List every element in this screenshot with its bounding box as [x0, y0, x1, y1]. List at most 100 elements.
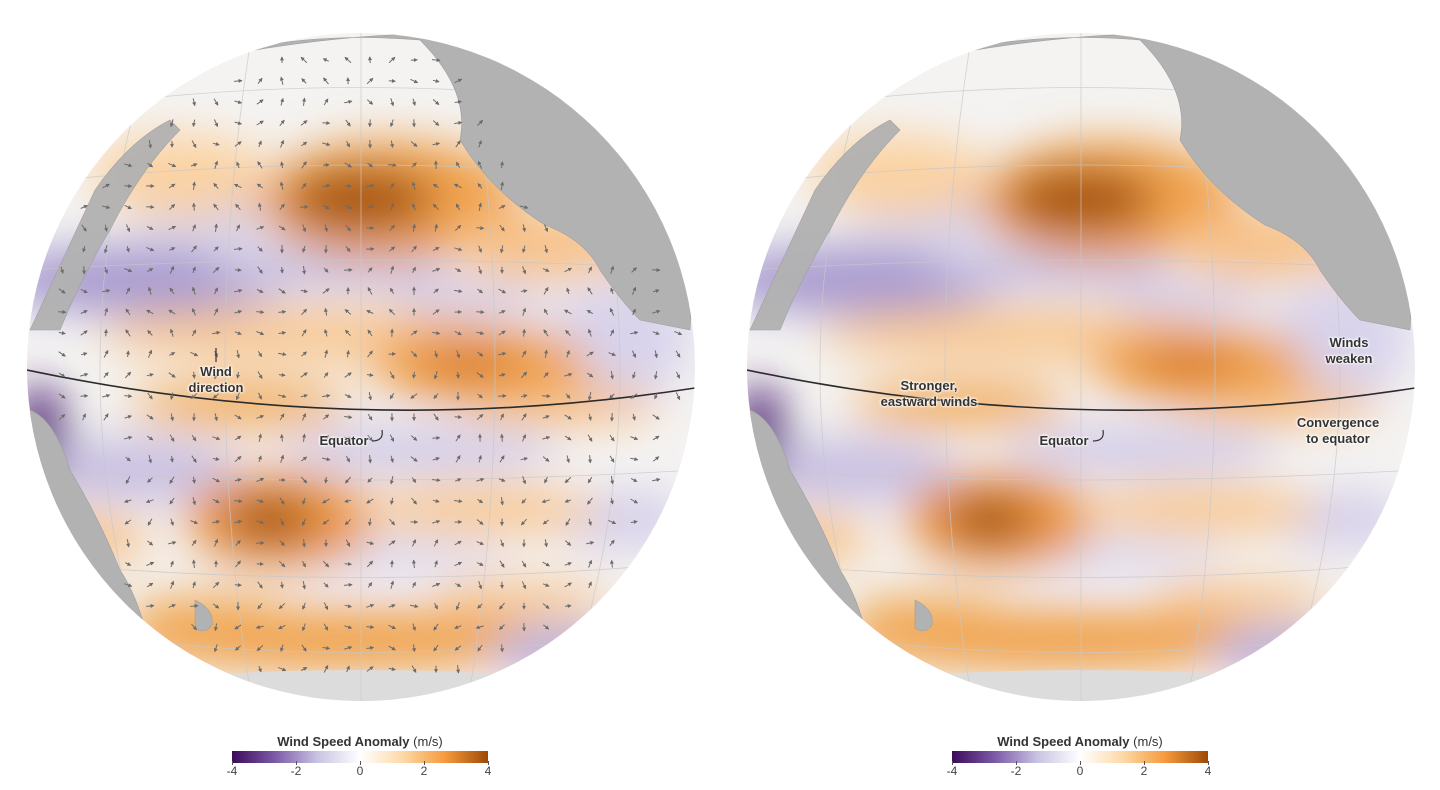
wind-vector-arrow: [433, 623, 439, 631]
wind-vector-arrow: [544, 349, 549, 358]
wind-vector-arrow: [564, 476, 572, 484]
wind-vector-arrow: [324, 476, 329, 484]
wind-vector-arrow: [301, 308, 308, 316]
wind-vector-arrow: [566, 349, 570, 358]
wind-vector-arrow: [234, 267, 242, 272]
wind-vector-arrow: [146, 435, 154, 441]
wind-vector-arrow: [301, 518, 307, 527]
wind-vector-arrow: [58, 372, 66, 378]
wind-vector-arrow: [388, 604, 396, 608]
wind-vector-arrow: [214, 160, 219, 169]
wind-vector-arrow: [522, 434, 526, 442]
wind-vector-arrow: [124, 371, 132, 379]
wind-vector-arrow: [453, 183, 462, 189]
wind-vector-arrow: [192, 266, 196, 274]
wind-vector-arrow: [300, 289, 308, 293]
wind-vector-arrow: [368, 455, 373, 464]
wind-vector-arrow: [213, 246, 219, 252]
wind-vector-arrow: [103, 413, 109, 421]
wind-vector-arrow: [323, 98, 329, 106]
wind-vector-arrow: [257, 202, 262, 211]
wind-vector-arrow: [654, 350, 659, 359]
wind-vector-arrow: [543, 372, 549, 378]
wind-vector-arrow: [279, 413, 285, 421]
wind-vector-arrow: [257, 77, 263, 84]
wind-vector-arrow: [170, 392, 174, 401]
wind-vector-arrow: [345, 246, 351, 253]
wind-vector-arrow: [565, 329, 571, 336]
wind-vector-arrow: [455, 602, 460, 611]
wind-vector-arrow: [412, 266, 416, 273]
wind-vector-arrow: [169, 434, 175, 442]
wind-vector-arrow: [235, 560, 241, 568]
wind-vector-arrow: [366, 666, 374, 672]
wind-vector-arrow: [631, 350, 637, 359]
wind-vector-arrow: [323, 372, 329, 378]
wind-vector-arrow: [564, 499, 572, 503]
wind-vector-arrow: [278, 394, 287, 399]
wind-vector-arrow: [389, 518, 396, 526]
wind-vector-arrow: [191, 202, 196, 211]
wind-vector-arrow: [322, 435, 330, 441]
wind-vector-arrow: [544, 476, 548, 484]
wind-vector-arrow: [367, 518, 372, 527]
wind-vector-arrow: [390, 140, 394, 149]
wind-vector-arrow: [630, 393, 638, 399]
wind-vector-arrow: [102, 288, 111, 293]
wind-vector-arrow: [323, 267, 329, 273]
wind-vector-arrow: [256, 499, 264, 503]
legend-tick-right-4: 4: [1204, 764, 1212, 778]
wind-vector-arrow: [500, 161, 504, 169]
wind-vector-arrow: [365, 183, 375, 188]
wind-vector-arrow: [587, 497, 593, 505]
wind-vector-arrow: [367, 477, 373, 483]
wind-vector-arrow: [455, 203, 461, 211]
wind-vector-arrow: [346, 140, 350, 148]
wind-vector-arrow: [410, 330, 418, 336]
wind-vector-arrow: [257, 371, 263, 380]
wind-vector-arrow: [212, 498, 220, 504]
wind-vector-arrow: [587, 476, 593, 484]
wind-vector-arrow: [476, 226, 485, 231]
wind-vector-arrow: [367, 286, 373, 295]
wind-vector-arrow: [476, 519, 484, 525]
wind-vector-arrow: [346, 350, 350, 358]
wind-vector-arrow: [630, 520, 638, 524]
wind-vector-arrow: [235, 203, 241, 211]
wind-vector-arrow: [542, 561, 550, 567]
wind-vector-arrow: [454, 224, 462, 231]
wind-direction-label: Wind direction: [176, 364, 256, 396]
wind-vector-arrow: [168, 372, 176, 378]
wind-vector-arrow: [587, 328, 592, 337]
wind-vector-arrow: [608, 352, 617, 356]
wind-vector-arrow: [168, 162, 177, 168]
wind-vector-arrow: [522, 476, 527, 485]
wind-vector-arrow: [652, 414, 660, 420]
wind-vector-arrow: [344, 518, 352, 526]
wind-vector-arrow: [500, 539, 505, 548]
wind-vector-arrow: [367, 434, 373, 442]
wind-vector-arrow: [477, 393, 483, 399]
wind-vector-arrow: [323, 582, 329, 588]
wind-direction-label-line1: Wind: [200, 364, 232, 379]
wind-vector-arrow: [542, 415, 550, 419]
wind-vector-arrow: [476, 351, 484, 357]
legend-tick-right-2: 0: [1076, 764, 1084, 778]
equator-label-right: Equator: [1039, 433, 1089, 448]
wind-vector-arrow: [432, 120, 440, 126]
wind-vector-arrow: [632, 308, 636, 316]
equator-leader-left: [371, 429, 383, 442]
wind-vector-arrow: [609, 393, 615, 399]
wind-vector-arrow: [125, 350, 130, 358]
wind-vector-arrow: [674, 330, 683, 336]
wind-vector-arrow: [102, 205, 111, 210]
wind-vector-arrow: [233, 183, 242, 189]
wind-vector-arrow: [542, 519, 549, 525]
wind-vector-arrow: [322, 58, 329, 62]
wind-vector-arrow: [324, 349, 329, 358]
wind-vector-arrow: [455, 161, 461, 169]
wind-vector-arrow: [411, 181, 416, 190]
wind-vector-arrow: [498, 351, 507, 356]
wind-vector-arrow: [256, 289, 264, 293]
wind-vector-arrow: [191, 539, 197, 546]
